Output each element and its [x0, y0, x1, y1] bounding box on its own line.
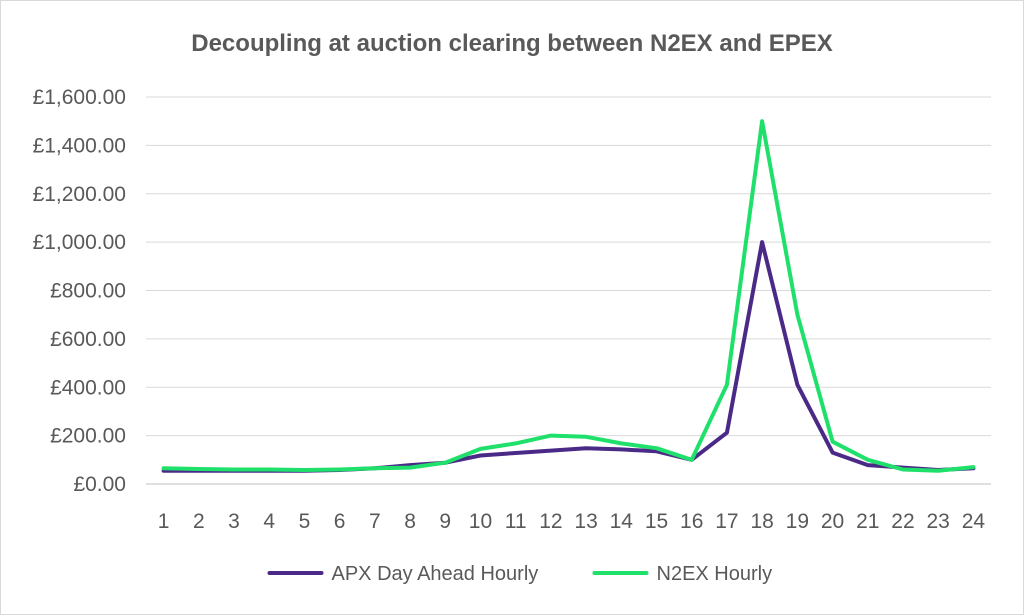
y-tick-label: £800.00 — [50, 280, 126, 303]
x-tick-label: 19 — [786, 510, 809, 533]
series-lines — [161, 119, 976, 473]
data-point — [162, 466, 166, 470]
x-tick-label: 11 — [505, 510, 527, 533]
data-point — [760, 240, 764, 244]
x-axis-ticks: 1 2 3 4 5 6 7 8 9 10 11 12 13 14 15 16 17 18 19 20 21 22 23 24 — [158, 510, 986, 533]
x-tick-label: 4 — [263, 510, 275, 533]
x-tick-label: 1 — [158, 510, 170, 533]
data-point — [232, 467, 236, 472]
data-point — [936, 469, 940, 473]
data-point — [830, 450, 835, 455]
y-axis-ticks: £0.00 £200.00 £400.00 £600.00 £800.00 £1,000.… — [33, 86, 126, 496]
x-tick-label: 22 — [891, 510, 914, 533]
data-point — [549, 434, 553, 438]
data-point — [830, 440, 835, 444]
chart-title: Decoupling at auction clearing between N… — [191, 30, 832, 57]
x-tick-label: 14 — [610, 510, 634, 533]
data-point — [443, 461, 447, 465]
data-point — [795, 313, 799, 317]
data-point — [302, 468, 307, 472]
x-tick-label: 24 — [962, 510, 986, 533]
data-point — [478, 447, 483, 451]
data-point — [866, 463, 870, 467]
data-point — [478, 453, 483, 458]
x-tick-label: 2 — [193, 510, 205, 533]
data-point — [549, 449, 553, 453]
data-point — [725, 383, 729, 387]
legend: APX Day Ahead Hourly N2EX Hourly — [267, 563, 773, 585]
series-line-2 — [161, 119, 976, 473]
data-point — [725, 431, 729, 435]
y-tick-label: £200.00 — [50, 425, 126, 448]
x-tick-label: 3 — [228, 510, 240, 533]
data-point — [197, 467, 201, 471]
data-point — [654, 446, 659, 450]
x-tick-label: 16 — [680, 510, 703, 533]
legend-label: N2EX Hourly — [657, 563, 773, 585]
data-point — [760, 119, 764, 123]
data-point — [267, 467, 271, 472]
data-point — [901, 467, 905, 472]
y-tick-label: £400.00 — [50, 376, 126, 399]
x-tick-label: 13 — [574, 510, 597, 533]
data-point — [971, 465, 975, 469]
data-point — [619, 447, 623, 452]
x-tick-label: 17 — [715, 510, 738, 533]
data-point — [866, 458, 870, 462]
y-tick-label: £1,600.00 — [33, 86, 126, 109]
x-tick-label: 20 — [821, 510, 844, 533]
data-point — [795, 383, 799, 387]
y-tick-label: £1,400.00 — [33, 134, 126, 157]
data-point — [408, 465, 412, 470]
gridlines — [146, 96, 991, 437]
y-tick-label: £600.00 — [50, 328, 126, 351]
x-tick-label: 7 — [369, 510, 381, 533]
data-point — [514, 451, 518, 455]
x-tick-label: 5 — [299, 510, 311, 533]
legend-label: APX Day Ahead Hourly — [332, 563, 539, 585]
y-tick-label: £0.00 — [73, 473, 126, 496]
x-tick-label: 23 — [927, 510, 950, 533]
x-tick-label: 6 — [334, 510, 346, 533]
x-tick-label: 12 — [539, 510, 562, 533]
x-tick-label: 18 — [750, 510, 773, 533]
y-tick-label: £1,200.00 — [33, 183, 126, 206]
x-tick-label: 10 — [469, 510, 492, 533]
data-point — [584, 435, 588, 439]
data-point — [514, 441, 518, 445]
x-tick-label: 8 — [404, 510, 416, 533]
x-tick-label: 15 — [645, 510, 668, 533]
x-tick-label: 21 — [856, 510, 879, 533]
x-tick-label: 9 — [439, 510, 451, 533]
data-point — [338, 467, 342, 472]
data-point — [690, 458, 694, 462]
data-point — [584, 446, 588, 450]
y-tick-label: £1,000.00 — [33, 231, 126, 254]
data-point — [619, 441, 623, 445]
data-point — [373, 466, 377, 470]
